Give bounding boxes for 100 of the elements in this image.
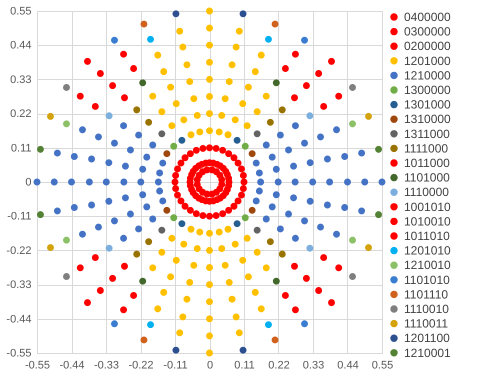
point (212, 212, 220, 220)
y-tick-label: -0.22 (6, 244, 32, 257)
point (63, 236, 70, 244)
point (186, 206, 194, 214)
x-tick-label: -0.33 (94, 360, 120, 372)
point (92, 254, 99, 262)
point (266, 238, 274, 246)
point (272, 336, 279, 344)
point (254, 130, 261, 138)
point (238, 165, 245, 172)
point (192, 146, 200, 154)
point (272, 79, 280, 86)
point (240, 346, 247, 354)
x-tick-label: -0.55 (24, 360, 50, 372)
point (265, 36, 272, 43)
point (272, 20, 279, 28)
point (375, 211, 382, 218)
x-tick-label: 0.33 (302, 360, 324, 372)
point (170, 142, 178, 150)
point (177, 198, 184, 204)
point (96, 287, 104, 294)
legend-label: 1110011 (404, 316, 448, 331)
point (282, 292, 289, 299)
legend-label: 1201010 (404, 244, 452, 258)
legend-label: 1011010 (404, 229, 450, 243)
point (291, 262, 298, 270)
point (248, 206, 256, 214)
legend-label: 1110010 (404, 302, 450, 316)
point (84, 299, 91, 306)
point (254, 226, 261, 234)
point (76, 92, 84, 100)
point (178, 136, 186, 144)
point (266, 118, 274, 126)
point (182, 202, 188, 210)
point (315, 287, 322, 294)
point (349, 84, 356, 91)
point (120, 306, 128, 314)
point (92, 102, 99, 110)
point (96, 70, 104, 77)
y-tick-label: 0.22 (10, 108, 32, 120)
point (170, 214, 178, 222)
point (140, 20, 148, 28)
legend-label: 1210010 (404, 258, 452, 272)
point (240, 10, 247, 18)
point (230, 154, 238, 162)
point (130, 292, 138, 299)
point (139, 79, 146, 86)
point (240, 172, 247, 179)
point (328, 299, 335, 306)
point (147, 36, 154, 43)
point (120, 50, 128, 58)
point (172, 10, 180, 18)
legend-label: 0400000 (404, 10, 452, 24)
legend-label: 1210001 (404, 346, 452, 360)
x-tick-label: 0 (206, 360, 214, 372)
point (163, 206, 170, 214)
point (174, 192, 181, 199)
point (47, 112, 54, 120)
x-tick-label: 0.44 (337, 360, 359, 372)
point (199, 144, 206, 152)
legend-label: 1101110 (404, 287, 448, 302)
point (121, 94, 128, 102)
legend-label: 1101010 (404, 272, 450, 287)
point (242, 214, 249, 222)
point (315, 70, 322, 77)
point (206, 144, 213, 152)
point (349, 273, 356, 280)
point (328, 58, 335, 65)
legend-label: 0300000 (404, 24, 452, 39)
point (240, 178, 248, 186)
legend-label: 1310000 (404, 112, 452, 126)
y-tick-label: 0.33 (10, 74, 32, 86)
point (272, 278, 280, 285)
point (238, 192, 245, 199)
point (302, 82, 310, 90)
legend-label: 1300000 (404, 83, 452, 97)
point (147, 321, 154, 328)
y-tick-label: -0.33 (6, 279, 32, 292)
point (301, 320, 308, 328)
point (139, 278, 146, 285)
y-tick-label: 0.44 (10, 40, 32, 52)
point (265, 321, 272, 328)
point (335, 264, 342, 272)
point (234, 198, 242, 204)
x-tick-label: 0.55 (372, 360, 394, 372)
x-tick-label: -0.22 (128, 360, 154, 372)
point (140, 336, 148, 344)
point (375, 146, 382, 153)
point (111, 36, 118, 44)
y-tick-label: 0.55 (10, 6, 32, 18)
point (225, 206, 232, 214)
point (121, 262, 128, 270)
legend-label: 1201000 (404, 54, 452, 68)
y-tick-label: 0 (25, 176, 32, 188)
legend-label: 1201100 (404, 331, 450, 346)
point (219, 146, 226, 154)
point (212, 144, 220, 152)
point (234, 160, 242, 166)
point (109, 82, 116, 90)
legend-label: 1301000 (404, 98, 452, 112)
